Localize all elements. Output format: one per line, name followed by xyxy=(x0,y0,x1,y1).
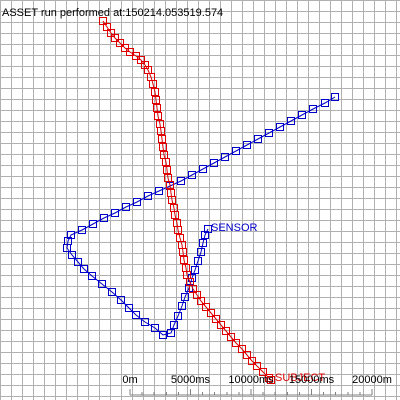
sensor-point xyxy=(276,123,284,131)
sensor-point xyxy=(151,324,159,332)
subject-point xyxy=(154,112,162,120)
sensor-point xyxy=(155,187,163,195)
sensor-point xyxy=(133,198,141,206)
sensor-point xyxy=(197,248,205,256)
sensor-point xyxy=(144,192,152,200)
scalebar-label: 0m xyxy=(122,374,137,386)
sensor-point xyxy=(191,266,199,274)
subject-point xyxy=(153,104,161,112)
sensor-point xyxy=(221,153,229,161)
sensor-point xyxy=(254,135,262,143)
sensor-point xyxy=(167,329,175,337)
subject-point xyxy=(174,226,182,234)
subject-point xyxy=(248,357,256,365)
sensor-point xyxy=(174,312,182,320)
subject-point xyxy=(259,368,267,376)
sensor-point xyxy=(78,226,86,234)
scalebar-label: 20000m xyxy=(352,374,392,386)
subject-point xyxy=(168,196,176,204)
sensor-point xyxy=(125,304,133,312)
subject-point xyxy=(212,315,220,323)
sensor-point xyxy=(194,257,202,265)
subject-point xyxy=(159,143,167,151)
subject-point xyxy=(232,339,240,347)
sensor-point xyxy=(74,258,82,266)
sensor-point xyxy=(122,203,130,211)
sensor-point xyxy=(89,220,97,228)
sensor-label: SENSOR xyxy=(211,222,258,234)
subject-point xyxy=(180,256,188,264)
scalebar: 0m 5000ms 10000ms 15000ms 20000m xyxy=(122,374,392,396)
subject-point xyxy=(217,321,225,329)
subject-point xyxy=(253,362,261,370)
sensor-point xyxy=(331,93,339,101)
subject-point xyxy=(162,158,170,166)
scalebar-label: 5000ms xyxy=(171,374,211,386)
subject-point xyxy=(267,376,275,384)
sensor-point xyxy=(100,214,108,222)
subject-point xyxy=(227,333,235,341)
subject-point xyxy=(202,303,210,311)
page-title: ASSET run performed at:150214.053519.574 xyxy=(2,7,223,19)
subject-point xyxy=(222,327,230,335)
subject-point xyxy=(207,309,215,317)
subject-point xyxy=(111,34,119,42)
subject-point xyxy=(163,166,171,174)
subject-point xyxy=(157,127,165,135)
subject-point xyxy=(152,96,160,104)
sensor-point xyxy=(321,99,329,107)
sensor-point xyxy=(141,318,149,326)
sensor-point xyxy=(181,293,189,301)
sensor-point xyxy=(287,117,295,125)
sensor-point xyxy=(117,296,125,304)
sensor-point xyxy=(210,159,218,167)
sensor-point xyxy=(132,311,140,319)
subject-point xyxy=(116,39,124,47)
subject-point xyxy=(171,211,179,219)
subject-point xyxy=(179,248,187,256)
sensor-point xyxy=(88,272,96,280)
sensor-point xyxy=(108,288,116,296)
sensor-point xyxy=(243,141,251,149)
sensor-point xyxy=(178,302,186,310)
sensor-point xyxy=(68,251,76,259)
sensor-point xyxy=(265,129,273,137)
sensor-point xyxy=(204,225,212,233)
sensor-point xyxy=(199,239,207,247)
sensor-point xyxy=(170,321,178,329)
sensor-track xyxy=(63,93,339,339)
sensor-point xyxy=(298,111,306,119)
sensor-point xyxy=(111,209,119,217)
subject-point xyxy=(243,351,251,359)
scalebar-label: 10000ms xyxy=(228,374,274,386)
subject-point xyxy=(158,135,166,143)
subject-point xyxy=(197,297,205,305)
sensor-point xyxy=(199,165,207,173)
subject-point xyxy=(265,374,273,382)
sensor-point xyxy=(159,331,167,339)
sensor-point xyxy=(188,171,196,179)
sensor-point xyxy=(63,244,71,252)
subject-track xyxy=(99,17,275,384)
sensor-point xyxy=(309,105,317,113)
subject-point xyxy=(149,80,157,88)
sensor-point xyxy=(98,280,106,288)
subject-point xyxy=(166,181,174,189)
subject-point xyxy=(238,345,246,353)
sensor-point xyxy=(80,265,88,273)
scalebar-label: 15000ms xyxy=(289,374,335,386)
sensor-point xyxy=(232,147,240,155)
sensor-point xyxy=(177,177,185,185)
subject-label: SUBJECT xyxy=(275,372,325,384)
subject-point xyxy=(151,88,159,96)
